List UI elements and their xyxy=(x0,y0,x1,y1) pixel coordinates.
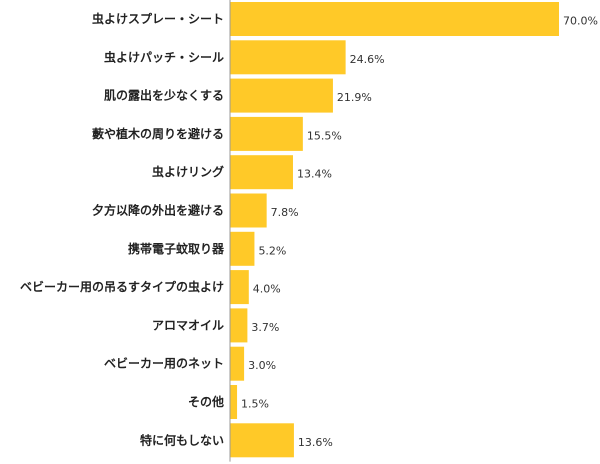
value-label: 13.6% xyxy=(298,436,333,449)
value-label: 3.7% xyxy=(251,321,279,334)
category-label: ベビーカー用のネット xyxy=(104,356,224,371)
bar xyxy=(230,308,248,343)
value-label: 15.5% xyxy=(307,129,342,142)
bar xyxy=(230,155,293,190)
bar xyxy=(230,116,303,151)
value-label: 21.9% xyxy=(337,91,372,104)
category-label: 虫よけパッチ・シール xyxy=(104,49,224,64)
value-label: 7.8% xyxy=(271,206,299,219)
bar xyxy=(230,346,245,381)
value-label: 5.2% xyxy=(258,244,286,257)
value-label: 13.4% xyxy=(297,168,332,181)
bar xyxy=(230,40,346,75)
category-label: 夕方以降の外出を避ける xyxy=(92,203,224,218)
bar xyxy=(230,423,294,458)
bar xyxy=(230,193,267,228)
category-label: 藪や植木の周りを避ける xyxy=(92,126,224,141)
category-label: 携帯電子蚊取り器 xyxy=(128,241,225,256)
category-label: 特に何もしない xyxy=(140,432,224,447)
category-label: その他 xyxy=(188,394,224,409)
category-label: アロマオイル xyxy=(152,318,224,332)
category-label: 肌の露出を少なくする xyxy=(103,88,224,103)
bars-layer xyxy=(230,2,559,458)
value-label: 24.6% xyxy=(350,53,385,66)
labels-layer: 虫よけスプレー・シート 70.0% 虫よけパッチ・シール 24.6% 肌の露出を少なくす… xyxy=(20,11,598,449)
category-label: 虫よけリング xyxy=(152,164,224,179)
category-label: 虫よけスプレー・シート xyxy=(92,11,224,26)
bar xyxy=(230,270,249,305)
value-label: 4.0% xyxy=(253,283,281,296)
category-label: ベビーカー用の吊るすタイプの虫よけ xyxy=(20,279,224,294)
bar xyxy=(230,231,255,266)
bar xyxy=(230,2,559,36)
value-label: 3.0% xyxy=(248,359,276,372)
value-label: 1.5% xyxy=(241,398,269,411)
value-label: 70.0% xyxy=(563,15,598,28)
bar xyxy=(230,385,238,419)
bar xyxy=(230,78,333,113)
